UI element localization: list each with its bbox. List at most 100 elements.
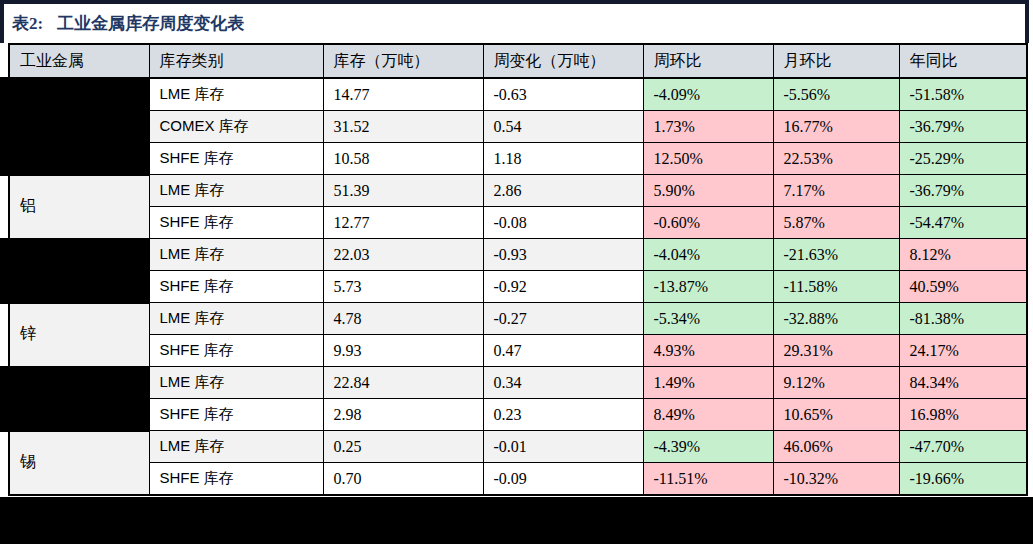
mom-cell: 16.77% [773,111,899,143]
table-row: LME 库存22.03-0.93-4.04%-21.63%8.12% [9,239,1027,271]
inventory-value-cell: 22.03 [323,239,483,271]
table-row: 锡LME 库存0.25-0.01-4.39%46.06%-47.70% [9,431,1027,463]
inventory-value-cell: 10.58 [323,143,483,175]
wow-cell: -11.51% [643,463,773,496]
inventory-type-cell: LME 库存 [149,431,323,463]
inventory-type-cell: SHFE 库存 [149,335,323,367]
table-row: COMEX 库存31.520.541.73%16.77%-36.79% [9,111,1027,143]
table-number-label: 表2: [12,12,43,35]
inventory-value-cell: 22.84 [323,367,483,399]
weekly-change-cell: 0.47 [483,335,643,367]
table-row: SHFE 库存12.77-0.08-0.60%5.87%-54.47% [9,207,1027,239]
inventory-type-cell: LME 库存 [149,78,323,111]
weekly-change-cell: 1.18 [483,143,643,175]
weekly-change-cell: -0.27 [483,303,643,335]
weekly-change-cell: 2.86 [483,175,643,207]
yoy-cell: -81.38% [899,303,1027,335]
inventory-value-cell: 12.77 [323,207,483,239]
inventory-value-cell: 2.98 [323,399,483,431]
inventory-type-cell: LME 库存 [149,239,323,271]
yoy-cell: -36.79% [899,111,1027,143]
mom-cell: 10.65% [773,399,899,431]
redaction-box [0,77,149,176]
header-yoy: 年同比 [899,44,1027,78]
metal-cell: 锡 [9,431,149,496]
metal-cell: 铝 [9,175,149,239]
inventory-type-cell: COMEX 库存 [149,111,323,143]
inventory-type-cell: SHFE 库存 [149,143,323,175]
weekly-change-cell: -0.08 [483,207,643,239]
inventory-value-cell: 5.73 [323,271,483,303]
yoy-cell: -19.66% [899,463,1027,496]
yoy-cell: 16.98% [899,399,1027,431]
inventory-type-cell: SHFE 库存 [149,399,323,431]
inventory-value-cell: 9.93 [323,335,483,367]
table-title: 工业金属库存周度变化表 [57,12,244,35]
header-inventory-type: 库存类别 [149,44,323,78]
wow-cell: 1.73% [643,111,773,143]
mom-cell: 29.31% [773,335,899,367]
weekly-change-cell: 0.34 [483,367,643,399]
metal-cell: 锌 [9,303,149,367]
redaction-box [0,238,149,304]
yoy-cell: 8.12% [899,239,1027,271]
mom-cell: -11.58% [773,271,899,303]
inventory-type-cell: SHFE 库存 [149,463,323,496]
inventory-value-cell: 14.77 [323,78,483,111]
inventory-value-cell: 51.39 [323,175,483,207]
weekly-change-cell: -0.93 [483,239,643,271]
table-title-band: 表2: 工业金属库存周度变化表 [0,0,1029,43]
weekly-change-cell: -0.63 [483,78,643,111]
table-row: LME 库存14.77-0.63-4.09%-5.56%-51.58% [9,78,1027,111]
table-row: SHFE 库存2.980.238.49%10.65%16.98% [9,399,1027,431]
weekly-change-cell: 0.23 [483,399,643,431]
inventory-value-cell: 0.70 [323,463,483,496]
inventory-type-cell: LME 库存 [149,367,323,399]
header-inventory-value: 库存（万吨） [323,44,483,78]
weekly-change-cell: -0.09 [483,463,643,496]
inventory-value-cell: 0.25 [323,431,483,463]
redaction-box [0,366,149,432]
table-row: LME 库存22.840.341.49%9.12%84.34% [9,367,1027,399]
wow-cell: -4.04% [643,239,773,271]
mom-cell: -32.88% [773,303,899,335]
yoy-cell: -51.58% [899,78,1027,111]
mom-cell: -10.32% [773,463,899,496]
header-wow: 周环比 [643,44,773,78]
mom-cell: 5.87% [773,207,899,239]
yoy-cell: -47.70% [899,431,1027,463]
mom-cell: 46.06% [773,431,899,463]
mom-cell: 9.12% [773,367,899,399]
inventory-type-cell: LME 库存 [149,303,323,335]
header-weekly-change: 周变化（万吨） [483,44,643,78]
wow-cell: -4.09% [643,78,773,111]
header-mom: 月环比 [773,44,899,78]
wow-cell: -13.87% [643,271,773,303]
mom-cell: -5.56% [773,78,899,111]
metal-inventory-table: 工业金属 库存类别 库存（万吨） 周变化（万吨） 周环比 月环比 年同比 LME… [8,43,1028,496]
yoy-cell: 40.59% [899,271,1027,303]
inventory-type-cell: LME 库存 [149,175,323,207]
wow-cell: 8.49% [643,399,773,431]
weekly-change-cell: -0.01 [483,431,643,463]
yoy-cell: -25.29% [899,143,1027,175]
header-industrial-metal: 工业金属 [9,44,149,78]
yoy-cell: -36.79% [899,175,1027,207]
weekly-change-cell: 0.54 [483,111,643,143]
inventory-type-cell: SHFE 库存 [149,207,323,239]
table-row: SHFE 库存9.930.474.93%29.31%24.17% [9,335,1027,367]
wow-cell: -5.34% [643,303,773,335]
table-row: 锌LME 库存4.78-0.27-5.34%-32.88%-81.38% [9,303,1027,335]
redaction-bar-bottom [0,497,1033,544]
wow-cell: 4.93% [643,335,773,367]
weekly-change-cell: -0.92 [483,271,643,303]
table-row: 铝LME 库存51.392.865.90%7.17%-36.79% [9,175,1027,207]
yoy-cell: 84.34% [899,367,1027,399]
table-row: SHFE 库存5.73-0.92-13.87%-11.58%40.59% [9,271,1027,303]
yoy-cell: -54.47% [899,207,1027,239]
table-row: SHFE 库存0.70-0.09-11.51%-10.32%-19.66% [9,463,1027,496]
wow-cell: 5.90% [643,175,773,207]
mom-cell: 22.53% [773,143,899,175]
inventory-value-cell: 4.78 [323,303,483,335]
mom-cell: 7.17% [773,175,899,207]
